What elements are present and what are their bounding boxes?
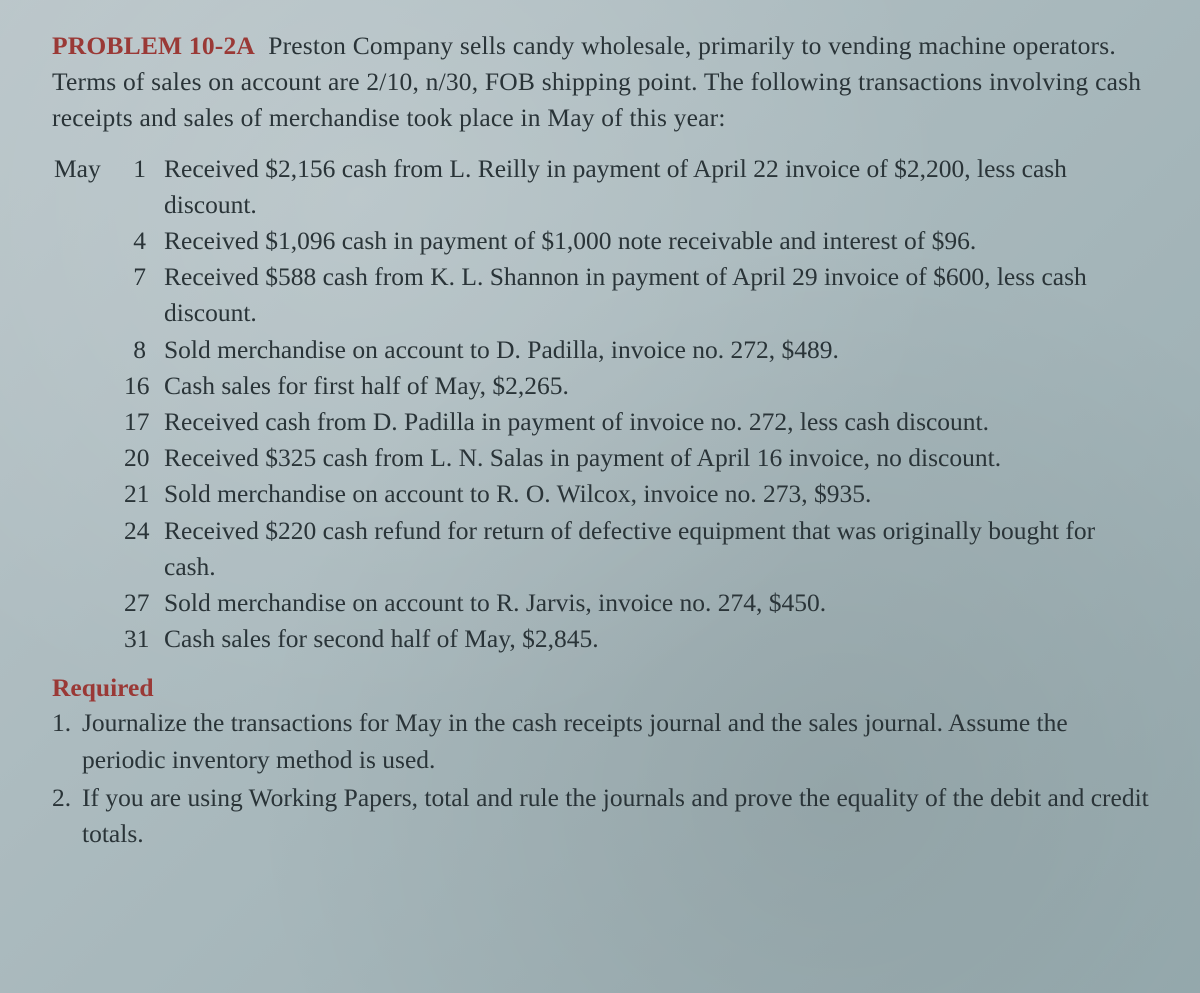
required-text: Journalize the transactions for May in t…	[82, 705, 1152, 777]
transaction-list: May1Received $2,156 cash from L. Reilly …	[52, 151, 1152, 658]
required-text: If you are using Working Papers, total a…	[82, 780, 1152, 852]
transaction-text: Cash sales for first half of May, $2,265…	[164, 368, 1152, 404]
day-cell: 7	[124, 259, 164, 331]
month-cell	[52, 404, 124, 440]
required-item: 1.Journalize the transactions for May in…	[82, 705, 1152, 777]
transaction-text: Received cash from D. Padilla in payment…	[164, 404, 1152, 440]
transaction-text: Received $588 cash from K. L. Shannon in…	[164, 259, 1152, 331]
day-cell: 27	[124, 585, 164, 621]
day-cell: 4	[124, 223, 164, 259]
required-item: 2.If you are using Working Papers, total…	[82, 780, 1152, 852]
month-cell	[52, 621, 124, 657]
transaction-text: Received $2,156 cash from L. Reilly in p…	[164, 151, 1152, 223]
transaction-text: Sold merchandise on account to R. O. Wil…	[164, 476, 1152, 512]
month-cell	[52, 332, 124, 368]
transaction-text: Sold merchandise on account to R. Jarvis…	[164, 585, 1152, 621]
required-list: 1.Journalize the transactions for May in…	[52, 705, 1152, 852]
day-cell: 17	[124, 404, 164, 440]
transaction-text: Received $1,096 cash in payment of $1,00…	[164, 223, 1152, 259]
transaction-text: Received $325 cash from L. N. Salas in p…	[164, 440, 1152, 476]
month-cell	[52, 223, 124, 259]
required-number: 2.	[52, 780, 82, 852]
month-cell	[52, 440, 124, 476]
day-cell: 1	[124, 151, 164, 223]
transaction-text: Cash sales for second half of May, $2,84…	[164, 621, 1152, 657]
day-cell: 8	[124, 332, 164, 368]
transaction-text: Received $220 cash refund for return of …	[164, 513, 1152, 585]
required-number: 1.	[52, 705, 82, 777]
month-cell	[52, 585, 124, 621]
month-cell	[52, 368, 124, 404]
day-cell: 21	[124, 476, 164, 512]
month-cell: May	[52, 151, 124, 223]
problem-label: PROBLEM 10-2A	[52, 31, 255, 60]
day-cell: 24	[124, 513, 164, 585]
day-cell: 16	[124, 368, 164, 404]
problem-intro: PROBLEM 10-2A Preston Company sells cand…	[52, 28, 1152, 137]
required-label: Required	[52, 673, 1152, 703]
month-cell	[52, 513, 124, 585]
month-cell	[52, 476, 124, 512]
day-cell: 20	[124, 440, 164, 476]
transaction-text: Sold merchandise on account to D. Padill…	[164, 332, 1152, 368]
month-cell	[52, 259, 124, 331]
day-cell: 31	[124, 621, 164, 657]
